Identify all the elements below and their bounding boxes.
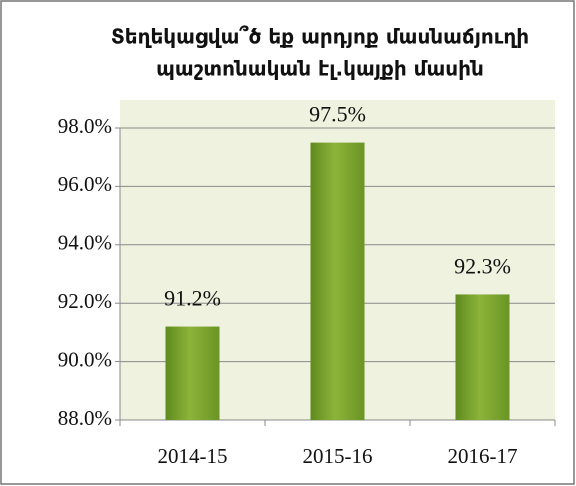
y-tick-label: 96.0% — [58, 172, 112, 196]
bar — [165, 326, 220, 420]
x-tick-label: 2014-15 — [158, 444, 228, 468]
y-tick-label: 90.0% — [58, 347, 112, 371]
x-tick-label: 2015-16 — [303, 444, 373, 468]
y-tick-label: 92.0% — [58, 289, 112, 313]
value-label: 92.3% — [454, 253, 511, 278]
y-tick-label: 98.0% — [58, 114, 112, 138]
chart-title: Տեղեկացվա՞ծ եք արդյոք մասնաճյուղի — [111, 25, 529, 49]
y-tick-label: 88.0% — [58, 406, 112, 430]
bar — [455, 294, 510, 420]
chart-title: պաշտոնական էլ.կայքի մասին — [156, 57, 484, 81]
bar — [310, 142, 365, 420]
x-tick-label: 2016-17 — [448, 444, 518, 468]
value-label: 97.5% — [309, 102, 366, 127]
y-tick-label: 94.0% — [58, 231, 112, 255]
value-label: 91.2% — [164, 286, 221, 311]
